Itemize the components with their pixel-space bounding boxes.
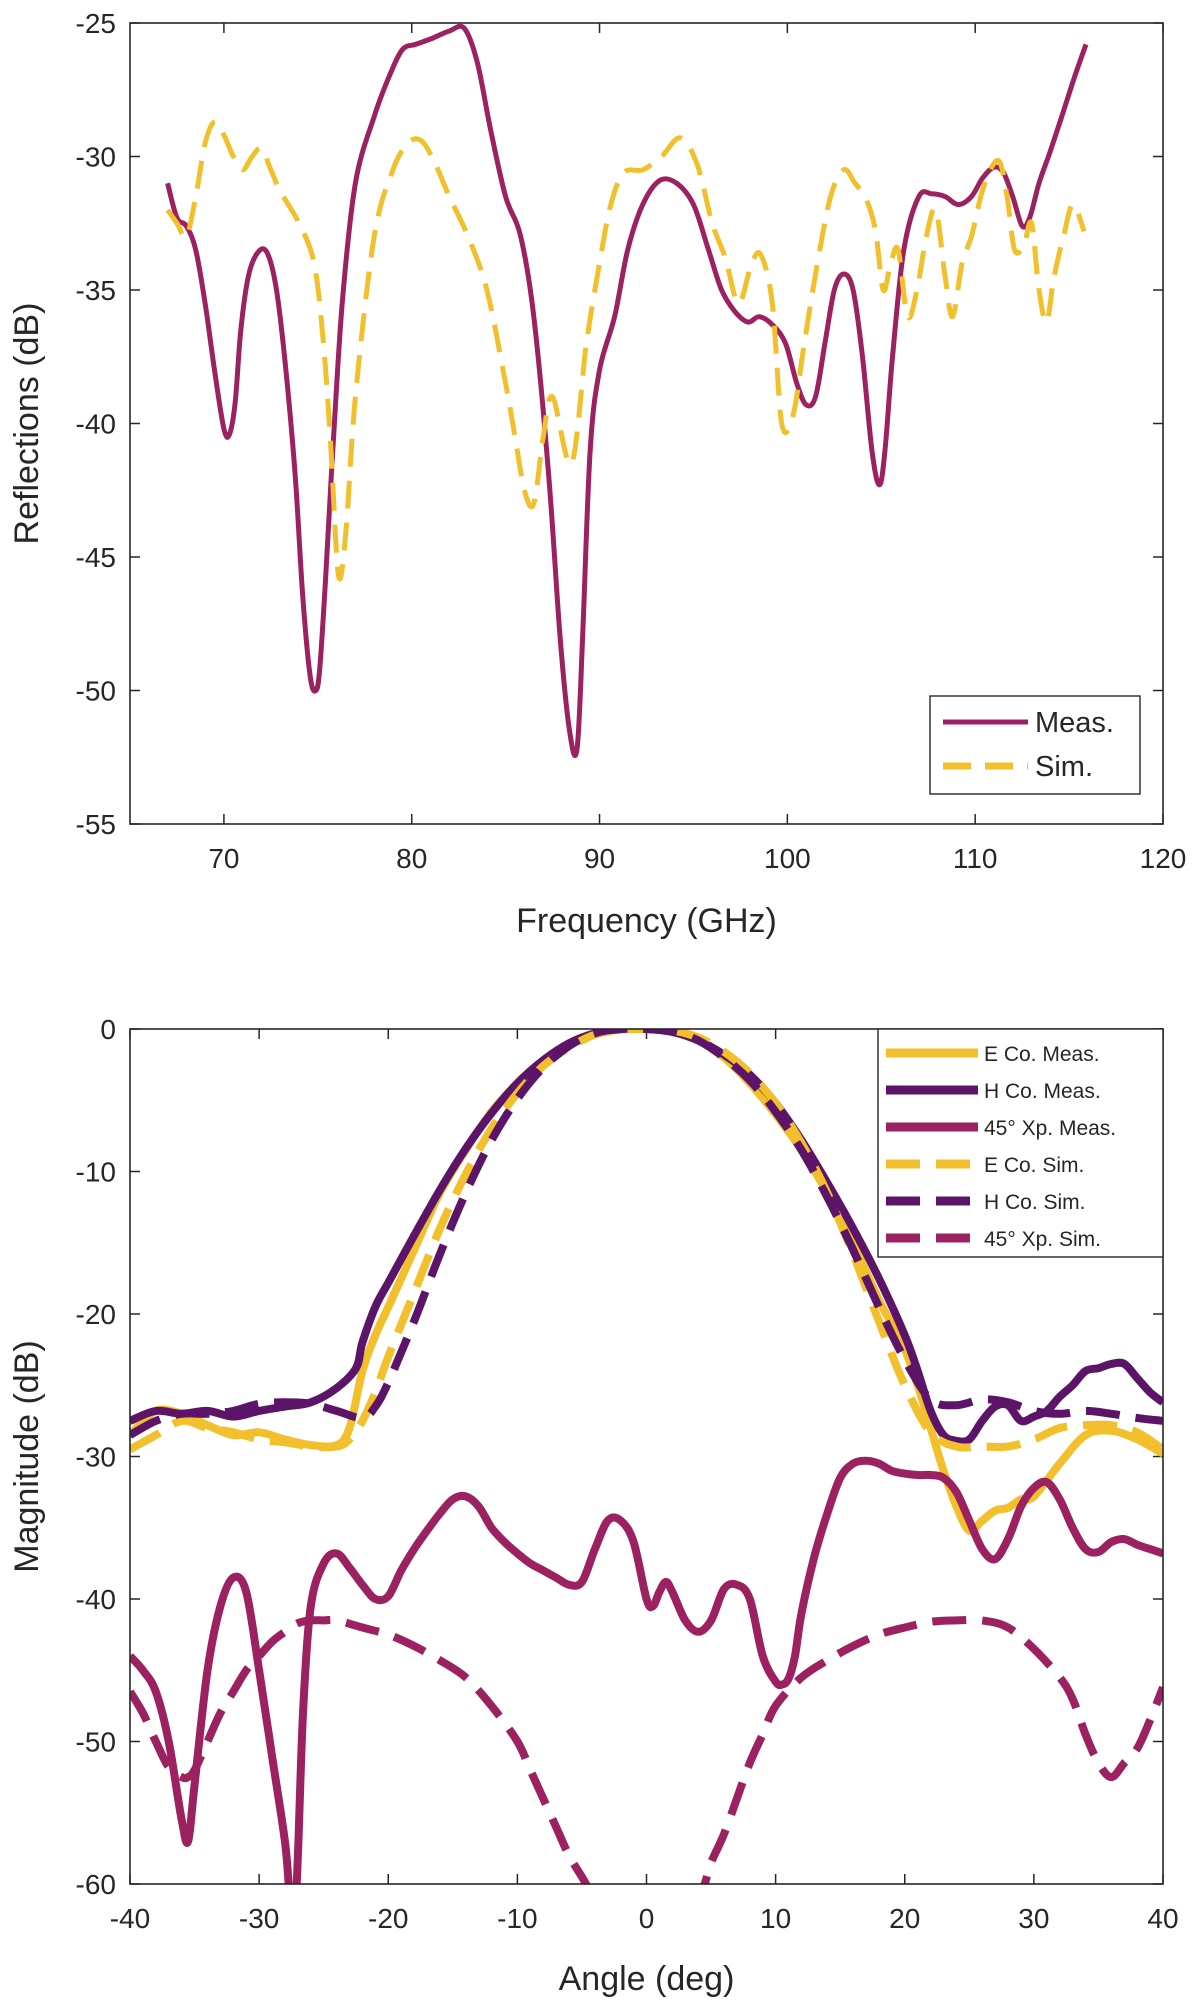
series-line-sim [165, 119, 1087, 582]
data-series [165, 23, 1089, 758]
x-tick-label: 40 [1147, 1903, 1178, 1934]
tick-labels: 70 80 90 100 110 120 -55 -50 -45 -40 -35 -30 -25 [76, 8, 1187, 874]
x-tick-label: 120 [1140, 843, 1187, 874]
x-tick-label: 90 [584, 843, 615, 874]
y-tick-label: -25 [76, 8, 116, 39]
y-tick-label: -35 [76, 275, 116, 306]
y-tick-label: -60 [76, 1869, 116, 1900]
x-tick-label: 110 [953, 843, 998, 874]
x-tick-label: 30 [1018, 1903, 1049, 1934]
x-axis-label: Frequency (GHz) [516, 902, 777, 940]
legend-box [929, 695, 1141, 795]
x-tick-label: -10 [497, 1903, 537, 1934]
y-axis-label: Magnitude (dB) [8, 1340, 46, 1572]
y-tick-label: -45 [76, 542, 116, 573]
x-tick-label: -40 [110, 1903, 150, 1934]
x-tick-label: 0 [639, 1903, 655, 1934]
x-tick-label: 10 [760, 1903, 791, 1934]
x-tick-label: -20 [368, 1903, 408, 1934]
legend-label-h-co-sim: H Co. Sim. [984, 1191, 1086, 1214]
x-tick-label: 100 [764, 843, 811, 874]
plot-area [130, 23, 1163, 824]
y-tick-label: -40 [76, 1584, 116, 1615]
axes-box [129, 22, 1164, 825]
x-axis-label: Angle (deg) [559, 1960, 735, 1998]
y-tick-label: -30 [76, 142, 116, 173]
series-line-45-xp-sim [130, 1615, 1163, 1884]
reflections-chart: 70 80 90 100 110 120 -55 -50 -45 -40 -35 -30 -25 Fre… [8, 8, 1186, 940]
axes-box [129, 1028, 1164, 1885]
legend-label-45-xp-sim: 45° Xp. Sim. [984, 1228, 1101, 1251]
radiation-pattern-chart: -40 -30 -20 -10 0 10 20 30 40 -60 -50 -40 -30 -20 -10 0… [8, 1014, 1179, 1998]
legend-label-meas: Meas. [1035, 707, 1114, 739]
legend-label-e-co-sim: E Co. Sim. [984, 1154, 1084, 1177]
y-tick-label: -55 [76, 809, 116, 840]
legend-box [877, 1028, 1164, 1258]
x-tick-label: 20 [889, 1903, 920, 1934]
y-axis-label: Reflections (dB) [8, 303, 46, 545]
legend-label-h-co-meas: H Co. Meas. [984, 1080, 1101, 1103]
y-tick-label: 0 [100, 1014, 116, 1045]
y-tick-label: -40 [76, 409, 116, 440]
series-line-meas [165, 23, 1089, 758]
x-tick-label: 70 [208, 843, 239, 874]
x-tick-label: -30 [239, 1903, 279, 1934]
series-line-45-xp-meas [130, 1456, 1163, 1884]
y-tick-label: -30 [76, 1442, 116, 1473]
y-tick-label: -20 [76, 1299, 116, 1330]
data-series [130, 1029, 1163, 1884]
y-tick-label: -10 [76, 1157, 116, 1188]
legend-label-45-xp-meas: 45° Xp. Meas. [984, 1117, 1116, 1140]
y-tick-label: -50 [76, 676, 116, 707]
legend-label-e-co-meas: E Co. Meas. [984, 1043, 1100, 1066]
legend-label-sim: Sim. [1035, 751, 1093, 783]
tick-labels: -40 -30 -20 -10 0 10 20 30 40 -60 -50 -40 -30 -20 -10 0 [76, 1014, 1179, 1934]
y-tick-label: -50 [76, 1727, 116, 1758]
x-tick-label: 80 [396, 843, 427, 874]
legend: E Co. Meas. H Co. Meas. 45° Xp. Meas. E … [877, 1028, 1164, 1258]
legend: Meas. Sim. [929, 695, 1141, 795]
